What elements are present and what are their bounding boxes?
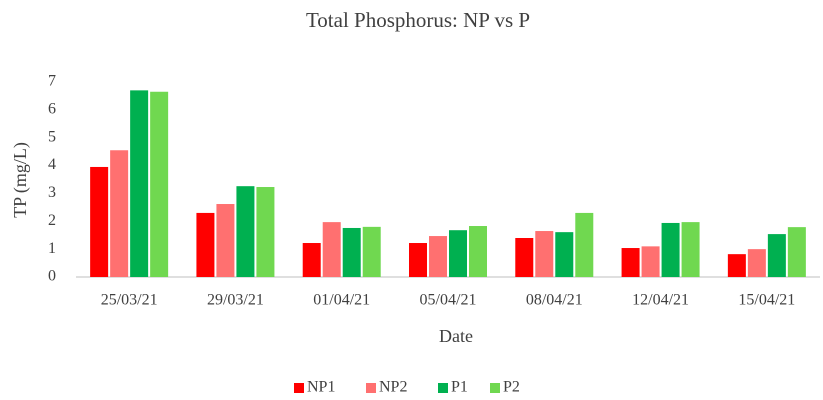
bar — [747, 249, 766, 277]
x-tick-label: 25/03/21 — [101, 292, 158, 309]
legend-swatch — [438, 383, 448, 393]
y-tick-label: 5 — [48, 128, 56, 145]
bar — [767, 234, 786, 277]
bar — [256, 187, 275, 277]
y-tick-label: 3 — [48, 184, 56, 201]
y-tick-label: 0 — [48, 268, 56, 285]
bar — [196, 212, 215, 277]
y-axis-title: TP (mg/L) — [10, 142, 31, 218]
legend-swatch — [294, 383, 304, 393]
bar — [302, 243, 321, 277]
bar — [362, 226, 381, 277]
x-tick-label: 12/04/21 — [632, 292, 689, 309]
bar — [130, 90, 149, 277]
bar — [661, 222, 680, 277]
bar — [110, 150, 129, 277]
bar — [555, 232, 574, 277]
bar — [429, 236, 447, 277]
legend-label: NP1 — [307, 379, 335, 396]
bar — [469, 226, 487, 277]
x-tick-label: 15/04/21 — [738, 292, 795, 309]
bar — [216, 204, 235, 277]
legend-label: P2 — [503, 379, 520, 396]
y-tick-label: 7 — [48, 73, 56, 90]
bar — [322, 222, 341, 277]
legend-swatch — [490, 383, 500, 393]
x-axis-title: Date — [439, 326, 473, 346]
legend-label: NP2 — [379, 379, 407, 396]
bar — [236, 186, 255, 277]
bar — [787, 227, 806, 277]
y-tick-label: 6 — [48, 101, 56, 118]
x-tick-label: 01/04/21 — [313, 292, 370, 309]
bar — [342, 227, 361, 277]
bar — [90, 166, 109, 277]
bar — [409, 243, 427, 277]
bar — [641, 246, 660, 277]
legend-label: P1 — [451, 379, 468, 396]
x-tick-label: 29/03/21 — [207, 292, 264, 309]
x-tick-label: 05/04/21 — [420, 292, 477, 309]
y-tick-label: 1 — [48, 240, 56, 257]
y-tick-label: 4 — [48, 156, 56, 173]
legend-swatch — [366, 383, 376, 393]
bar — [515, 238, 534, 277]
chart-title: Total Phosphorus: NP vs P — [306, 8, 530, 32]
bar — [449, 230, 467, 277]
bar — [621, 248, 640, 277]
bar — [535, 231, 554, 277]
bar — [681, 222, 700, 277]
bar — [575, 212, 594, 277]
y-tick-label: 2 — [48, 212, 56, 229]
x-tick-label: 08/04/21 — [526, 292, 583, 309]
bar — [150, 91, 169, 277]
bar — [727, 254, 746, 277]
